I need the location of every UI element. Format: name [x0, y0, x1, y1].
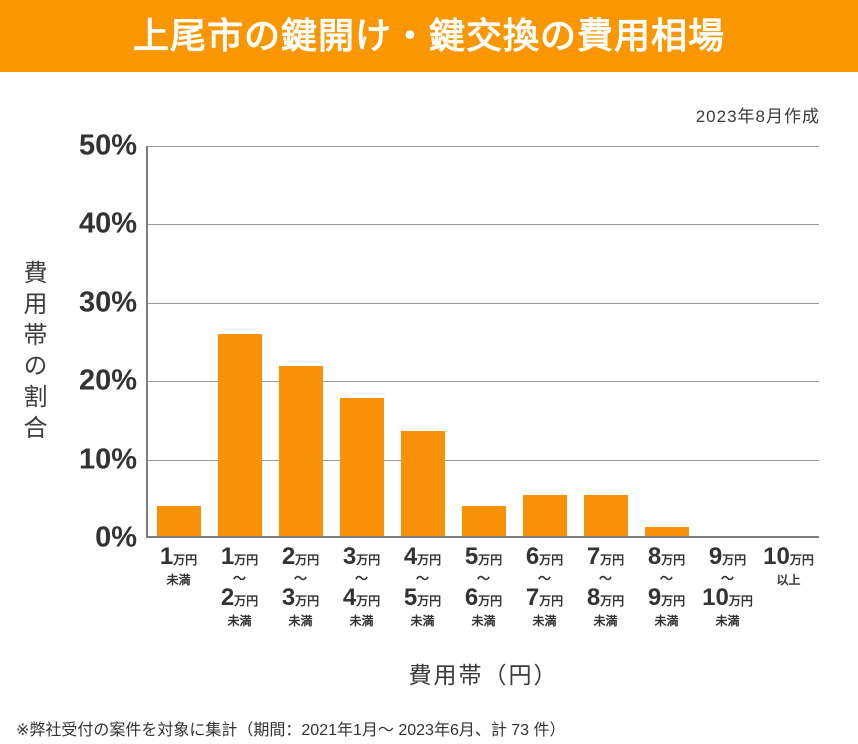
y-tick-label: 40% — [78, 207, 137, 240]
gridline — [148, 146, 819, 147]
bar-6万円〜7万円未満 — [522, 494, 567, 538]
gridline — [148, 381, 819, 383]
x-tick-label: 1万円 未満 — [159, 543, 198, 588]
y-axis-tick-labels: 50% 40% 30% 20% 10% 0% — [0, 130, 137, 554]
bar-slot — [758, 146, 819, 538]
bar-slot — [270, 146, 331, 538]
bar-slot — [148, 146, 209, 538]
x-tick-label: 9万円〜 10万円 未満 — [702, 543, 753, 629]
bar-slot — [209, 146, 270, 538]
x-tick-label: 2万円〜 3万円 未満 — [281, 543, 320, 629]
bar-slot — [331, 146, 392, 538]
x-tick-label: 5万円〜 6万円 未満 — [464, 543, 503, 629]
bar-1万円未満 — [156, 505, 201, 538]
gridline — [148, 302, 819, 304]
page-title: 上尾市の鍵開け・鍵交換の費用相場 — [132, 15, 725, 56]
x-tick-label: 6万円〜 7万円 未満 — [525, 543, 564, 629]
bar-1万円〜2万円未満 — [217, 334, 262, 538]
y-tick-label: 10% — [78, 443, 137, 476]
x-tick-label: 7万円〜 8万円 未満 — [586, 543, 625, 629]
bar-4万円〜5万円未満 — [400, 430, 445, 538]
bar-series — [148, 146, 819, 538]
bar-slot — [575, 146, 636, 538]
gridline — [148, 224, 819, 226]
bar-slot — [514, 146, 575, 538]
y-tick-label: 30% — [78, 286, 137, 319]
bar-8万円〜9万円未満 — [644, 527, 689, 538]
bar-slot — [636, 146, 697, 538]
created-date-note: 2023年8月作成 — [695, 107, 820, 126]
x-axis-tick-labels: 1万円 未満 1万円〜 2万円 未満 2万円〜 3万円 未満 3万円〜 4万円 未満 4万円〜 5万円未… — [148, 543, 819, 629]
x-axis-line — [148, 536, 819, 538]
x-tick-label: 10万円 以上 — [763, 543, 814, 588]
y-tick-label: 50% — [78, 129, 137, 162]
plot-area — [146, 146, 819, 538]
bar-slot — [392, 146, 453, 538]
gridline — [148, 459, 819, 461]
bar-slot — [453, 146, 514, 538]
y-tick-label: 0% — [95, 521, 137, 554]
x-tick-label: 8万円〜 9万円 未満 — [647, 543, 686, 629]
bar-7万円〜8万円未満 — [583, 494, 628, 538]
x-tick-label: 4万円〜 5万円 未満 — [403, 543, 442, 629]
x-axis-title: 費用帯（円） — [408, 662, 559, 688]
y-axis-title: 費用帯の割合 — [19, 260, 46, 446]
bar-5万円〜6万円未満 — [461, 505, 506, 538]
bar-slot — [697, 146, 758, 538]
footnote: ※弊社受付の案件を対象に集計（期間：2021年1月～ 2023年6月、計 73 … — [16, 722, 566, 739]
title-banner: 上尾市の鍵開け・鍵交換の費用相場 — [0, 0, 858, 72]
bar-2万円〜3万円未満 — [278, 366, 323, 538]
bar-3万円〜4万円未満 — [339, 398, 384, 538]
x-tick-label: 1万円〜 2万円 未満 — [220, 543, 259, 629]
y-tick-label: 20% — [78, 364, 137, 397]
x-tick-label: 3万円〜 4万円 未満 — [342, 543, 381, 629]
y-axis-line — [146, 146, 148, 538]
